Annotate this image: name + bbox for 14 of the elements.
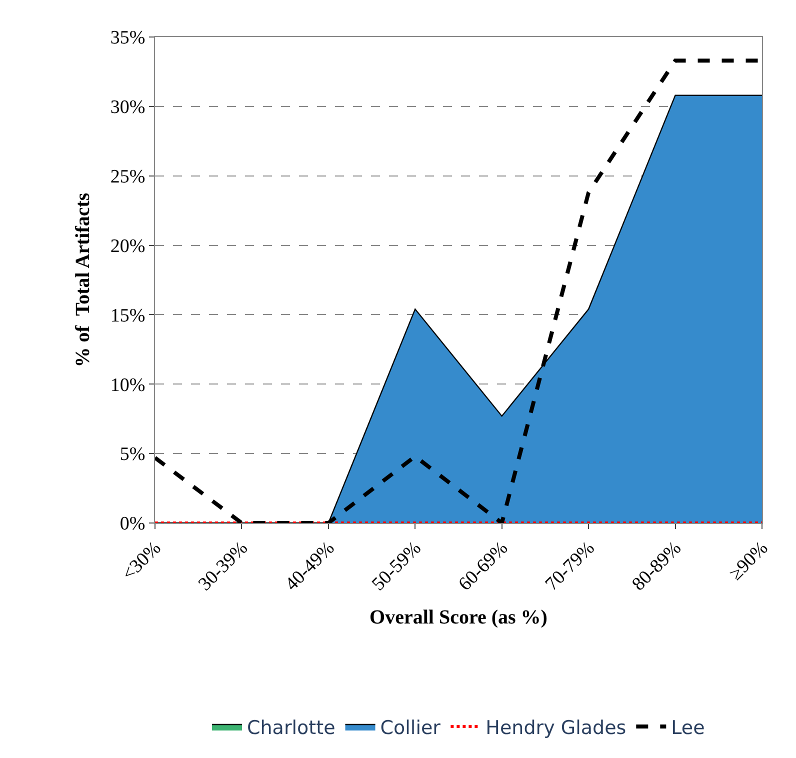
y-tick-label: 30% <box>110 97 146 118</box>
x-axis-title: Overall Score (as %) <box>370 606 548 629</box>
y-tick-label: 10% <box>110 374 146 396</box>
y-axis-title: % of Total Artifacts <box>72 192 94 368</box>
y-tick-label: 20% <box>110 236 146 257</box>
legend-label: Collier <box>380 716 441 739</box>
legend-label: Hendry Glades <box>486 716 626 739</box>
y-tick-label: 5% <box>120 444 146 466</box>
y-tick-label: 25% <box>110 166 146 188</box>
y-tick-label: 15% <box>110 305 146 326</box>
legend-label: Charlotte <box>247 716 336 739</box>
y-tick-label: 35% <box>110 28 146 49</box>
y-tick-label: 0% <box>120 514 146 535</box>
legend-label: Lee <box>671 716 705 739</box>
